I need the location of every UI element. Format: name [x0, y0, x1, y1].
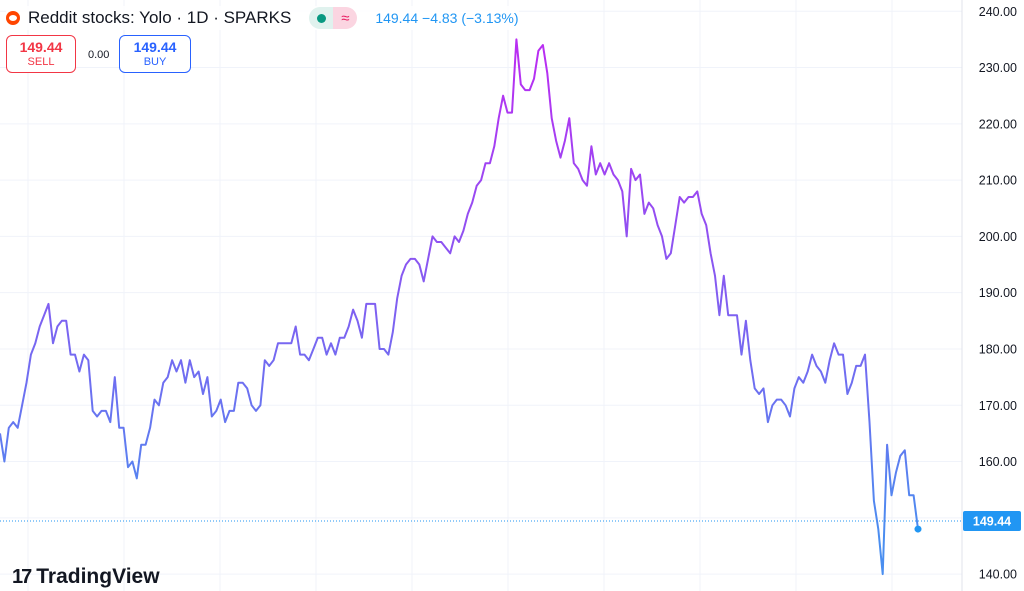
market-status-dot-icon [316, 13, 326, 23]
wave-icon[interactable]: ≈ [333, 7, 358, 29]
market-status-indicator[interactable] [309, 7, 334, 29]
tradingview-logo[interactable]: 17 TradingView [12, 565, 160, 589]
last-price-point[interactable] [914, 525, 922, 533]
price-quote: 149.44 −4.83 (−3.13%) [375, 10, 519, 26]
buy-price: 149.44 [133, 39, 177, 55]
sell-label: SELL [27, 56, 55, 68]
buy-label: BUY [143, 56, 167, 68]
sell-price: 149.44 [19, 39, 63, 55]
chart-grid [0, 0, 962, 591]
sell-button[interactable]: 149.44 SELL [6, 35, 76, 73]
y-tick-label: 140.00 [979, 568, 1017, 582]
tradingview-mark-icon: 17 [12, 565, 32, 588]
chart-header: Reddit stocks: Yolo · 1D · SPARKS ≈ 149.… [6, 6, 519, 30]
last-price-badge-text: 149.44 [973, 514, 1011, 528]
chart-title[interactable]: Reddit stocks: Yolo · 1D · SPARKS [28, 8, 292, 27]
y-tick-label: 210.00 [979, 174, 1017, 188]
tradingview-wordmark: TradingView [36, 565, 160, 588]
price-axis[interactable]: 140.00150.00160.00170.00180.00190.00200.… [979, 5, 1017, 582]
last-price-badge-bg [963, 510, 1021, 531]
y-tick-label: 230.00 [979, 61, 1017, 75]
buy-button[interactable]: 149.44 BUY [119, 35, 191, 73]
y-tick-label: 160.00 [979, 455, 1017, 469]
spread-value: 0.00 [88, 49, 110, 61]
y-tick-label: 180.00 [979, 342, 1017, 356]
y-tick-label: 240.00 [979, 5, 1017, 19]
reddit-alien-icon [6, 11, 20, 25]
series-line[interactable] [0, 38, 919, 576]
y-tick-label: 220.00 [979, 117, 1017, 131]
y-tick-label: 200.00 [979, 230, 1017, 244]
status-pill[interactable]: ≈ [309, 7, 358, 29]
y-tick-label: 170.00 [979, 399, 1017, 413]
y-tick-label: 190.00 [979, 286, 1017, 300]
last-price-badge: 149.44 [963, 510, 1021, 531]
